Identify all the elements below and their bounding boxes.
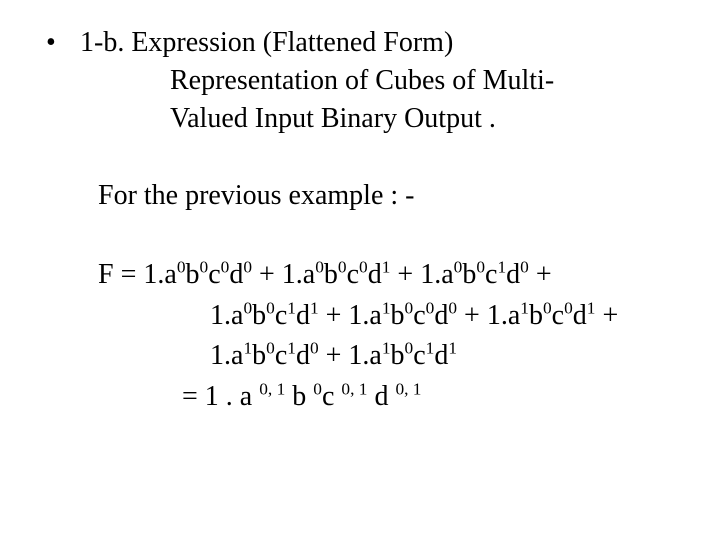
term-7-a: 1 bbox=[243, 339, 252, 358]
term-6-a: 1 bbox=[520, 298, 529, 317]
term-5-b: 0 bbox=[405, 298, 414, 317]
equation-block: F = 1.a0b0c0d0 + 1.a0b0c0d1 + 1.a0b0c1d0… bbox=[40, 255, 680, 417]
term-5-d: 0 bbox=[448, 298, 457, 317]
bullet-line-2: Representation of Cubes of Multi- bbox=[40, 62, 680, 100]
equation-lhs: F = bbox=[98, 259, 143, 290]
result-mid3: d bbox=[367, 381, 395, 412]
result-prefix: = 1 . a bbox=[182, 381, 259, 412]
term-8-d: 1 bbox=[448, 339, 457, 358]
term-6: a1b0c0d1 bbox=[508, 300, 596, 331]
plus-2: + bbox=[390, 259, 420, 290]
term-3: a0b0c1d0 bbox=[441, 259, 529, 290]
plus-3: + bbox=[529, 259, 552, 290]
bullet-item: • 1-b. Expression (Flattened Form) bbox=[40, 24, 680, 62]
term-4-d: 1 bbox=[310, 298, 319, 317]
term-8-c: 1 bbox=[426, 339, 435, 358]
term-6-c: 0 bbox=[564, 298, 573, 317]
term-8-b: 0 bbox=[405, 339, 414, 358]
term-1-coef: 1. bbox=[143, 259, 164, 290]
term-8-a: 1 bbox=[382, 339, 391, 358]
bullet-marker: • bbox=[40, 24, 80, 62]
term-3-b: 0 bbox=[476, 258, 485, 277]
term-4: a0b0c1d1 bbox=[231, 300, 319, 331]
for-previous-example: For the previous example : - bbox=[40, 177, 680, 215]
term-8-coef: 1. bbox=[348, 340, 369, 371]
term-8: a1b0c1d1 bbox=[369, 340, 457, 371]
term-6-coef: 1. bbox=[487, 300, 508, 331]
equation-line-3: 1.a1b0c1d0 + 1.a1b0c1d1 bbox=[98, 336, 680, 377]
term-2: a0b0c0d1 bbox=[303, 259, 391, 290]
term-2-c: 0 bbox=[359, 258, 368, 277]
term-5: a1b0c0d0 bbox=[369, 300, 457, 331]
plus-4: + bbox=[319, 300, 349, 331]
result-mid2: c bbox=[322, 381, 341, 412]
term-7-d: 0 bbox=[310, 339, 319, 358]
result-a-exp: 0, 1 bbox=[259, 380, 285, 399]
term-4-coef: 1. bbox=[210, 300, 231, 331]
equation-line-2: 1.a0b0c1d1 + 1.a1b0c0d0 + 1.a1b0c0d1 + bbox=[98, 296, 680, 337]
term-2-b: 0 bbox=[338, 258, 347, 277]
term-4-a: 0 bbox=[243, 298, 252, 317]
term-7: a1b0c1d0 bbox=[231, 340, 319, 371]
term-5-a: 1 bbox=[382, 298, 391, 317]
term-2-coef: 1. bbox=[282, 259, 303, 290]
term-3-d: 0 bbox=[520, 258, 529, 277]
term-1-d: 0 bbox=[243, 258, 252, 277]
slide: • 1-b. Expression (Flattened Form) Repre… bbox=[0, 0, 720, 540]
term-7-coef: 1. bbox=[210, 340, 231, 371]
plus-7: + bbox=[319, 340, 349, 371]
result-c-exp: 0, 1 bbox=[341, 380, 367, 399]
equation-line-1: F = 1.a0b0c0d0 + 1.a0b0c0d1 + 1.a0b0c1d0… bbox=[98, 255, 680, 296]
term-1-b: 0 bbox=[200, 258, 209, 277]
term-4-b: 0 bbox=[266, 298, 275, 317]
term-4-c: 1 bbox=[287, 298, 296, 317]
plus-6: + bbox=[595, 300, 618, 331]
plus-1: + bbox=[252, 259, 282, 290]
term-5-coef: 1. bbox=[348, 300, 369, 331]
result-d-exp: 0, 1 bbox=[395, 380, 421, 399]
term-7-c: 1 bbox=[287, 339, 296, 358]
term-6-b: 0 bbox=[543, 298, 552, 317]
result-b-exp: 0 bbox=[313, 380, 322, 399]
plus-5: + bbox=[457, 300, 487, 331]
term-1-c: 0 bbox=[221, 258, 230, 277]
term-7-b: 0 bbox=[266, 339, 275, 358]
equation-result-line: = 1 . a 0, 1 b 0c 0, 1 d 0, 1 bbox=[98, 377, 680, 418]
term-2-a: 0 bbox=[315, 258, 324, 277]
term-3-a: 0 bbox=[454, 258, 463, 277]
result-mid1: b bbox=[285, 381, 313, 412]
term-5-c: 0 bbox=[426, 298, 435, 317]
bullet-line-1: 1-b. Expression (Flattened Form) bbox=[80, 24, 680, 62]
term-1-a: 0 bbox=[177, 258, 186, 277]
term-3-coef: 1. bbox=[420, 259, 441, 290]
term-1: a0b0c0d0 bbox=[164, 259, 252, 290]
term-3-c: 1 bbox=[497, 258, 506, 277]
bullet-line-3: Valued Input Binary Output . bbox=[40, 100, 680, 138]
